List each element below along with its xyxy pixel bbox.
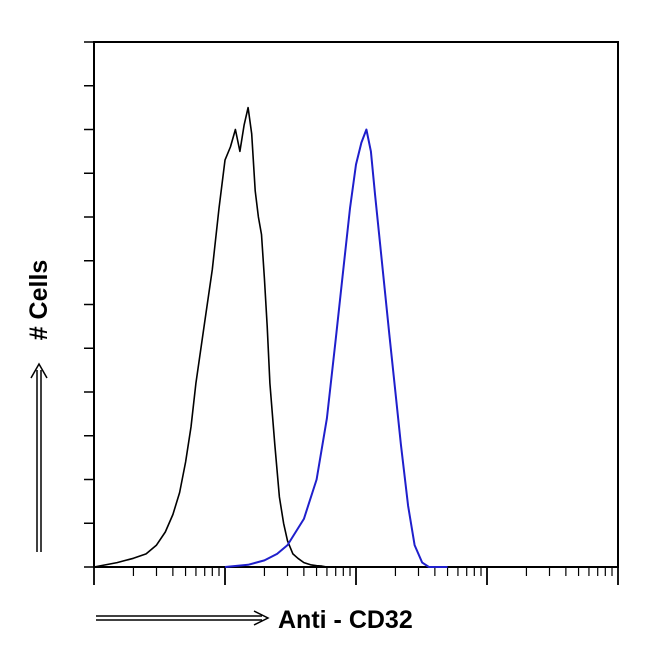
x-axis-label: Anti - CD32 — [278, 606, 413, 634]
x-axis-ticks — [93, 567, 619, 585]
series-control-line — [93, 106, 356, 568]
y-arrow-icon — [30, 362, 48, 552]
series-anti-cd32-line — [224, 128, 448, 568]
y-axis-label: # Cells — [25, 260, 53, 341]
y-axis-ticks — [84, 41, 94, 568]
plot-frame — [93, 41, 619, 568]
x-arrow-icon — [96, 610, 270, 626]
series-layer — [93, 106, 448, 568]
